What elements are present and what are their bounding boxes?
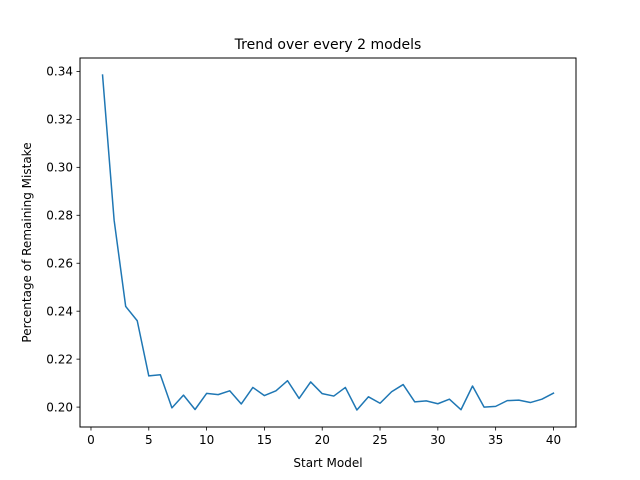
x-tick-label: 5: [145, 433, 153, 447]
series-line: [101, 74, 555, 411]
x-tick-label: 35: [488, 433, 503, 447]
chart-title: Trend over every 2 models: [234, 37, 422, 53]
x-tick-label: 20: [315, 433, 330, 447]
y-axis: 0.20 0.22 0.24 0.26 0.28 0.30 0.32 0.34: [46, 65, 80, 414]
y-axis-label: Percentage of Remaining Mistake: [20, 142, 34, 342]
x-tick-label: 0: [87, 433, 95, 447]
x-tick-label: 15: [257, 433, 272, 447]
x-tick-label: 30: [430, 433, 445, 447]
y-tick-label: 0.24: [46, 304, 73, 318]
y-tick-label: 0.30: [46, 161, 73, 175]
x-tick-label: 40: [546, 433, 561, 447]
x-axis-label: Start Model: [293, 456, 362, 470]
x-tick-label: 10: [199, 433, 214, 447]
y-tick-label: 0.20: [46, 400, 73, 414]
y-tick-label: 0.22: [46, 352, 73, 366]
x-axis: 0 5 10 15 20 25 30 35 40: [87, 427, 561, 447]
y-tick-label: 0.32: [46, 113, 73, 127]
y-tick-label: 0.28: [46, 209, 73, 223]
y-tick-label: 0.34: [46, 65, 73, 79]
x-tick-label: 25: [372, 433, 387, 447]
y-tick-label: 0.26: [46, 257, 73, 271]
plot-frame: [79, 57, 577, 428]
